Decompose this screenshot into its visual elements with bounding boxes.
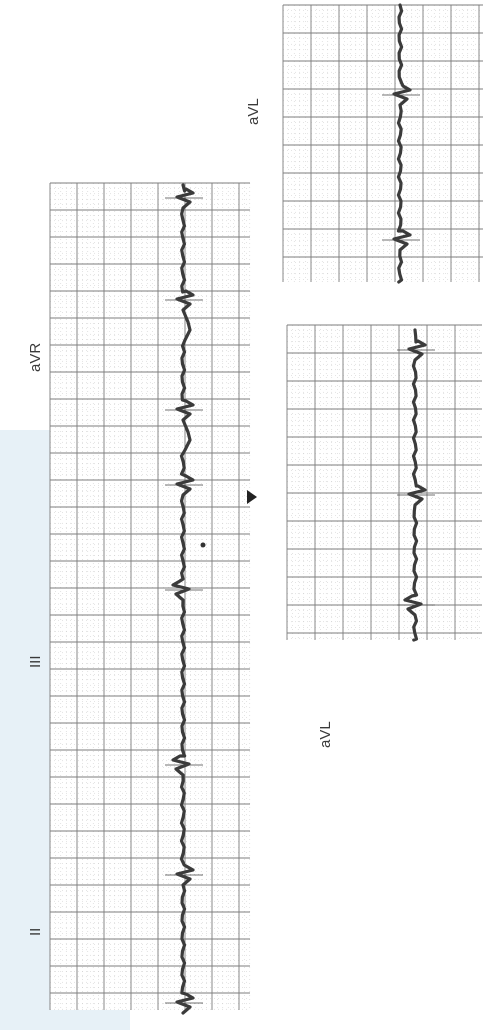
ecg-strip-left [49,182,251,1015]
lead-label-aVR: aVR [27,343,44,372]
ecg-trace-left [171,183,195,1015]
ecg-trace-right-lower [403,328,427,642]
lead-label-III: III [27,655,44,668]
marker-dot-2 [200,542,206,548]
ecg-strip-right-upper [282,3,483,284]
marker-dot [247,490,257,504]
lead-label-aVL-upper: aVL [245,98,262,125]
strip-right-lower-paper [287,325,482,640]
ecg-trace-right-upper [392,3,412,284]
strip-left-paper [50,183,250,1010]
lead-label-II: II [27,928,44,936]
lead-label-aVL-lower: aVL [317,721,334,748]
strip-right-upper-paper [283,5,483,282]
ecg-strip-right-lower [286,324,482,642]
